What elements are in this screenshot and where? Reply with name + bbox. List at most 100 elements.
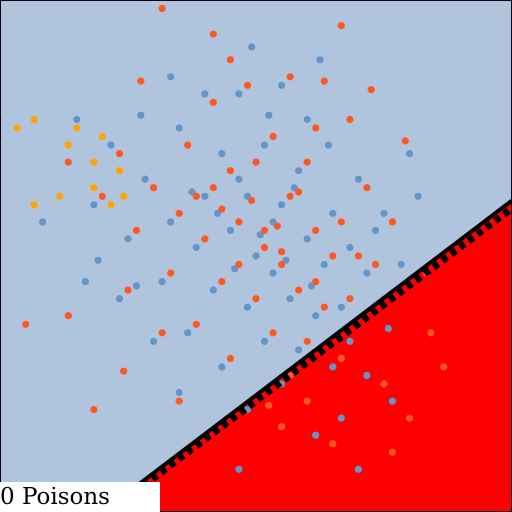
scatter-point-series-1-62 — [137, 77, 145, 85]
scatter-point-series-1-54 — [401, 137, 409, 145]
scatter-point-series-0-63 — [137, 111, 145, 119]
scatter-point-series-1-41 — [273, 222, 281, 230]
scatter-point-series-1-51 — [209, 30, 217, 38]
scatter-point-series-1-7 — [175, 209, 183, 217]
scatter-point-series-0-29 — [278, 81, 286, 89]
scatter-point-series-2-6 — [56, 192, 64, 200]
scatter-point-series-1-9 — [235, 218, 243, 226]
scatter-point-series-0-64 — [248, 43, 256, 51]
scatter-point-series-0-22 — [158, 278, 166, 286]
margin-boundary-dashed-line — [106, 205, 512, 512]
scatter-point-series-1-61 — [367, 86, 375, 94]
scatter-point-series-1-36 — [124, 286, 132, 294]
scatter-point-series-0-6 — [295, 167, 303, 175]
scatter-point-series-0-4 — [260, 141, 269, 149]
scatter-point-series-1-12 — [312, 226, 320, 234]
scatter-point-series-1-24 — [269, 329, 277, 337]
scatter-point-series-1-17 — [320, 303, 328, 311]
scatter-point-series-2-4 — [115, 167, 124, 175]
scatter-point-series-0-10 — [252, 252, 260, 260]
scatter-point-series-0-71 — [312, 431, 320, 439]
scatter-point-series-1-22 — [167, 269, 175, 277]
scatter-point-series-0-23 — [184, 329, 192, 337]
scatter-point-series-1-48 — [312, 278, 320, 286]
scatter-point-series-2-11 — [120, 192, 128, 200]
scatter-point-series-1-67 — [346, 115, 354, 124]
scatter-point-series-0-14 — [209, 286, 217, 294]
scatter-point-series-0-18 — [329, 209, 337, 217]
scatter-point-series-1-57 — [120, 367, 128, 375]
scatter-point-series-2-7 — [30, 201, 38, 209]
scatter-point-series-1-73 — [388, 448, 397, 456]
scatter-point-series-0-20 — [141, 175, 149, 183]
scatter-point-series-1-56 — [427, 329, 435, 337]
scatter-point-series-1-45 — [278, 248, 286, 256]
scatter-point-series-0-68 — [265, 111, 273, 119]
scatter-point-series-1-0 — [184, 141, 192, 149]
scatter-point-series-0-58 — [406, 150, 414, 158]
scatter-point-series-0-13 — [320, 260, 328, 269]
scatter-point-series-1-71 — [406, 414, 414, 422]
scatter-point-series-1-68 — [175, 397, 183, 405]
scatter-point-series-1-58 — [265, 401, 273, 409]
scatter-point-series-0-21 — [124, 235, 132, 243]
scatter-point-series-0-26 — [337, 303, 345, 311]
scatter-point-series-2-0 — [13, 124, 21, 132]
scatter-point-series-0-12 — [303, 235, 311, 243]
scatter-point-series-0-24 — [260, 337, 269, 345]
scatter-point-series-1-49 — [192, 192, 200, 200]
scatter-point-series-0-35 — [107, 141, 115, 149]
scatter-point-series-1-20 — [150, 184, 158, 192]
scatter-point-series-0-55 — [363, 371, 371, 380]
scatter-point-series-1-43 — [295, 188, 303, 196]
scatter-point-series-1-63 — [380, 380, 388, 388]
scatter-point-series-1-53 — [64, 158, 72, 166]
scatter-point-series-0-16 — [286, 295, 294, 303]
scatter-point-series-0-9 — [226, 226, 234, 234]
scatter-point-series-2-5 — [90, 184, 98, 192]
scatter-point-series-0-1 — [218, 150, 226, 158]
scatter-point-series-1-16 — [295, 286, 303, 294]
scatter-point-series-1-30 — [209, 98, 217, 106]
scatter-point-series-2-10 — [73, 124, 81, 132]
scatter-point-series-0-74 — [337, 414, 345, 422]
scatter-point-series-1-3 — [252, 158, 260, 166]
scatter-point-series-0-40 — [329, 363, 337, 371]
scatter-point-series-1-55 — [64, 312, 72, 320]
scatter-point-series-1-29 — [286, 73, 294, 81]
scatter-point-series-2-2 — [64, 141, 72, 149]
scatter-point-series-1-21 — [132, 226, 141, 234]
scatter-point-series-1-31 — [312, 124, 320, 132]
scatter-point-series-1-35 — [115, 150, 124, 158]
scatter-point-series-0-61 — [371, 226, 380, 234]
caption-background — [0, 482, 160, 512]
scatter-point-series-1-72 — [440, 363, 448, 371]
scatter-point-series-1-23 — [192, 320, 200, 328]
scatter-point-series-1-14 — [218, 278, 226, 286]
scatter-point-series-0-19 — [346, 243, 354, 252]
scatter-point-series-1-60 — [226, 56, 234, 64]
scatter-point-series-1-74 — [278, 423, 286, 431]
scatter-point-series-0-30 — [201, 90, 209, 98]
scatter-point-series-1-8 — [201, 235, 209, 243]
scatter-point-series-2-1 — [30, 115, 38, 124]
decision-boundary-line — [101, 198, 512, 512]
scatter-point-series-0-31 — [303, 115, 311, 124]
scatter-point-series-1-2 — [209, 184, 217, 192]
scatter-point-series-2-9 — [107, 201, 115, 209]
scatter-point-series-1-59 — [320, 77, 328, 85]
scatter-point-series-0-65 — [384, 324, 392, 333]
scatter-point-series-0-8 — [192, 243, 200, 252]
scatter-point-series-1-42 — [248, 196, 256, 205]
scatter-point-series-0-60 — [175, 388, 183, 397]
scatter-point-series-0-73 — [354, 465, 362, 473]
scatter-point-series-0-5 — [278, 201, 286, 209]
scatter-point-series-0-28 — [235, 90, 243, 98]
scatter-points-layer — [13, 4, 448, 473]
scatter-point-series-0-38 — [218, 363, 226, 371]
scatter-point-series-1-11 — [278, 260, 286, 269]
scatter-point-series-0-69 — [346, 337, 354, 345]
scatter-point-series-1-66 — [90, 406, 98, 414]
scatter-point-series-1-47 — [260, 226, 269, 234]
scatter-point-series-0-62 — [324, 141, 333, 149]
